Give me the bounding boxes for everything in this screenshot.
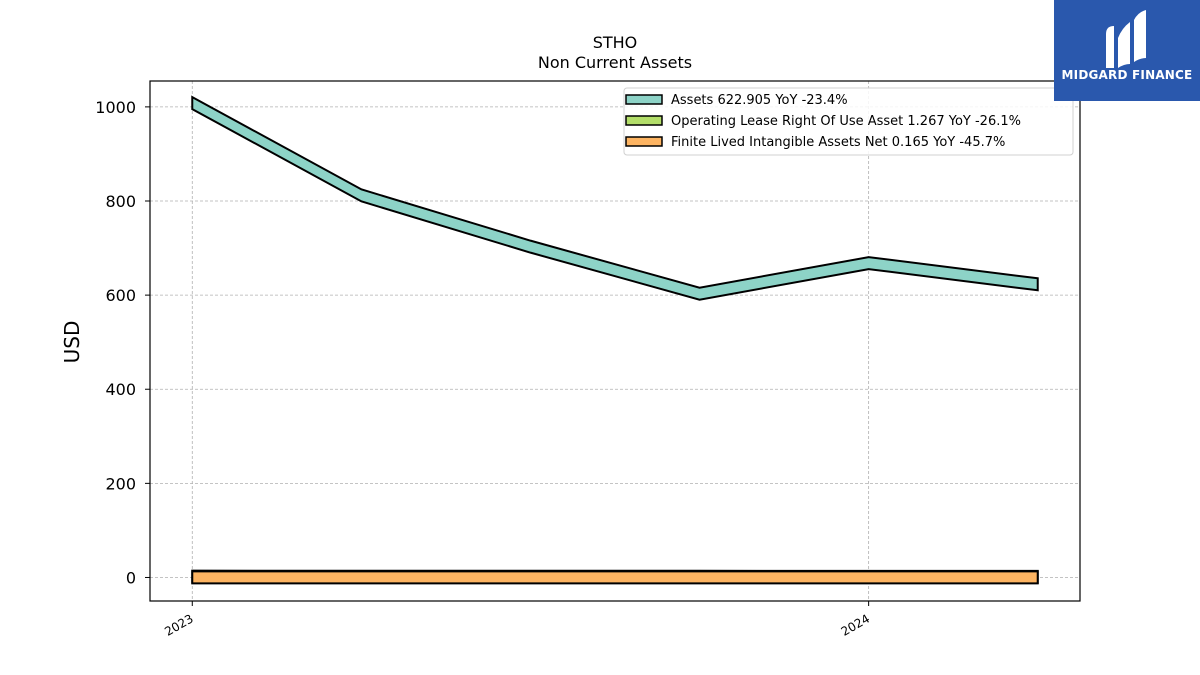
x-axis: 2023 2024 xyxy=(162,601,872,639)
brand-logo: MIDGARD FINANCE xyxy=(1054,0,1200,101)
y-tick-label: 400 xyxy=(105,380,136,399)
y-tick-label: 0 xyxy=(126,568,136,587)
legend[interactable]: Assets 622.905 YoY -23.4% Operating Lease… xyxy=(623,87,1074,156)
y-axis-label: USD xyxy=(60,321,84,364)
chart-subtitle: Non Current Assets xyxy=(538,53,692,72)
series-line-1 xyxy=(191,95,1039,301)
legend-swatch xyxy=(625,115,663,126)
grid xyxy=(150,81,1080,601)
legend-swatch xyxy=(625,94,663,105)
y-tick-label: 600 xyxy=(105,286,136,305)
chart-title: STHO xyxy=(593,33,638,52)
legend-label: Assets 622.905 YoY -23.4% xyxy=(671,93,848,108)
y-tick-label: 800 xyxy=(105,192,136,211)
legend-swatch xyxy=(625,136,663,147)
logo-text: MIDGARD FINANCE xyxy=(1061,68,1193,82)
x-tick-label: 2024 xyxy=(839,611,872,638)
y-tick-label: 1000 xyxy=(95,98,136,117)
y-tick-label: 200 xyxy=(105,474,136,493)
legend-box xyxy=(623,87,1074,156)
logo-mark-icon xyxy=(1106,10,1146,68)
legend-label: Finite Lived Intangible Assets Net 0.165… xyxy=(671,135,1005,150)
y-axis: 0 200 400 600 800 1000 xyxy=(95,98,150,587)
plot-frame xyxy=(149,80,1081,602)
series-layer xyxy=(191,95,1039,585)
x-tick-label: 2023 xyxy=(162,611,195,638)
legend-label: Operating Lease Right Of Use Asset 1.267… xyxy=(671,114,1021,129)
series-line-3 xyxy=(191,570,1039,585)
